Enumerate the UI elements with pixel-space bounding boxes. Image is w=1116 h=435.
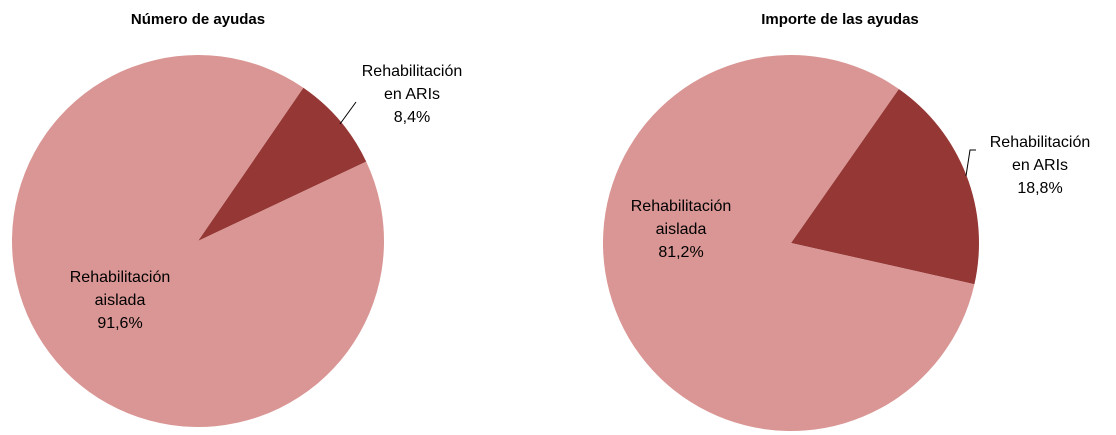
category-label: Rehabilitación: [70, 269, 171, 286]
category-label: en ARIs: [1012, 157, 1068, 174]
leader-line: [339, 101, 357, 125]
leader-line: [965, 149, 976, 177]
category-label: Rehabilitación: [990, 134, 1091, 151]
pie-slice: [11, 55, 384, 428]
category-label: en ARIs: [384, 86, 440, 103]
slice-label: Rehabilitación aislada: [70, 269, 171, 309]
chart-title: Número de ayudas: [131, 11, 265, 28]
pie-slice: [602, 54, 975, 431]
value-label: 8,4%: [394, 109, 430, 126]
slice-label: Rehabilitación en ARIs: [990, 134, 1091, 174]
value-label: 18,8%: [1017, 180, 1062, 197]
slice-label: Rehabilitación en ARIs: [362, 63, 463, 103]
value-label: 91,6%: [97, 315, 142, 332]
category-label: aislada: [95, 292, 146, 309]
pie-slice: [791, 88, 979, 285]
pie-slice: [198, 87, 367, 242]
value-label: 81,2%: [658, 244, 703, 261]
category-label: aislada: [656, 221, 707, 238]
chart-title: Importe de las ayudas: [761, 11, 919, 28]
category-label: Rehabilitación: [631, 198, 732, 215]
slice-label: Rehabilitación aislada: [631, 198, 732, 238]
category-label: Rehabilitación: [362, 63, 463, 80]
